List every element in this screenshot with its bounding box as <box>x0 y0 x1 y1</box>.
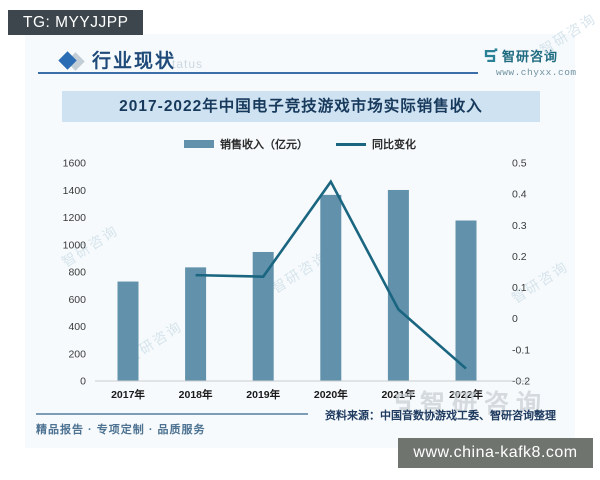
svg-text:1200: 1200 <box>63 212 87 224</box>
tg-badge: TG: MYYJJPP <box>8 10 144 35</box>
watermark-large: 智研咨询 <box>392 384 548 420</box>
footer-tagline: 精品报告 · 专项定制 · 品质服务 <box>36 424 206 436</box>
diamond-icon <box>58 51 86 71</box>
brand-site: www.chyxx.com <box>496 67 577 78</box>
svg-text:-0.1: -0.1 <box>512 344 530 356</box>
bar-2018年 <box>185 267 207 381</box>
svg-text:0.4: 0.4 <box>512 189 527 201</box>
brand-logo-icon <box>484 47 498 62</box>
chart-title-banner: 2017-2022年中国电子竞技游戏市场实际销售收入 <box>62 91 540 122</box>
header-divider <box>38 72 478 74</box>
yoy-line <box>195 179 467 370</box>
legend-label-yoy: 同比变化 <box>372 139 416 151</box>
svg-text:2018年: 2018年 <box>179 388 213 401</box>
bar-2017年 <box>117 281 139 381</box>
svg-text:2020年: 2020年 <box>314 388 348 401</box>
svg-text:200: 200 <box>68 348 86 360</box>
brand-logo: 智研咨询 www.chyxx.com <box>482 46 577 78</box>
svg-text:0: 0 <box>512 313 518 325</box>
bar-swatch-icon <box>184 140 214 148</box>
svg-text:1600: 1600 <box>63 158 87 170</box>
line-swatch-icon <box>336 142 366 146</box>
bar-2021年 <box>387 189 409 381</box>
status-watermark: tatus <box>172 57 204 71</box>
legend-label-revenue: 销售收入（亿元） <box>220 139 308 151</box>
svg-text:600: 600 <box>68 294 86 306</box>
bar-2019年 <box>252 251 274 381</box>
legend-item-yoy: 同比变化 <box>336 136 416 152</box>
svg-text:1000: 1000 <box>63 239 87 251</box>
svg-text:0.5: 0.5 <box>512 158 527 170</box>
footer-divider <box>36 413 308 415</box>
svg-text:800: 800 <box>68 267 86 279</box>
url-badge: www.china-kafk8.com <box>398 438 593 468</box>
section-title: 行业现状 <box>92 51 177 72</box>
svg-text:0.2: 0.2 <box>512 251 527 263</box>
chart-canvas: 0 200 400 600 800 1000 1200 1400 1600 0.5 0.4 0.3 0.… <box>63 158 531 402</box>
legend-item-revenue: 销售收入（亿元） <box>184 136 308 152</box>
svg-text:2019年: 2019年 <box>246 388 280 401</box>
chart-legend: 销售收入（亿元） 同比变化 <box>0 136 600 152</box>
svg-text:2017年: 2017年 <box>111 388 145 401</box>
svg-text:2022年: 2022年 <box>449 388 483 401</box>
svg-text:0.3: 0.3 <box>512 220 527 232</box>
svg-text:0.1: 0.1 <box>512 282 527 294</box>
svg-text:0: 0 <box>80 376 86 388</box>
watermark-logo-icon <box>395 391 414 411</box>
bar-2022年 <box>455 220 477 381</box>
source-note: 资料来源：中国音数协游戏工委、智研咨询整理 <box>325 410 556 422</box>
brand-name: 智研咨询 <box>502 49 559 64</box>
svg-text:1400: 1400 <box>63 185 87 197</box>
bar-2020年 <box>320 194 342 381</box>
svg-text:400: 400 <box>68 321 86 333</box>
